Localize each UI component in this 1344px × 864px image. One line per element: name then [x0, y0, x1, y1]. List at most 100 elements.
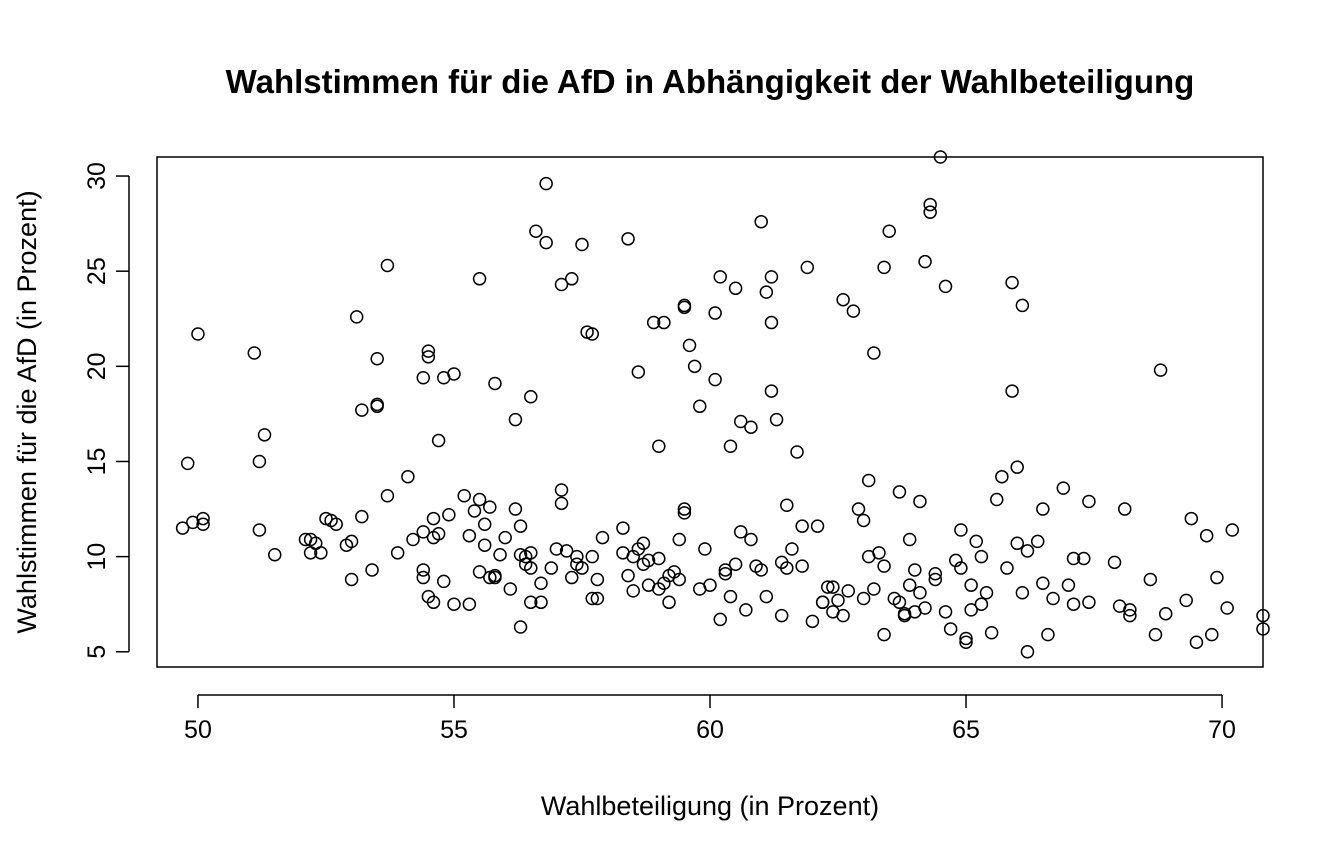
data-point [462, 528, 477, 543]
data-point [1015, 586, 1030, 600]
data-point [1158, 606, 1173, 621]
data-point [728, 281, 743, 296]
y-tick-label: 30 [83, 162, 111, 190]
data-point [800, 260, 815, 275]
data-point [314, 546, 328, 560]
x-tick-label: 70 [1208, 716, 1236, 744]
data-point [995, 469, 1009, 484]
data-point [416, 570, 431, 585]
data-point [1123, 608, 1137, 623]
data-point [585, 591, 599, 606]
data-point [754, 563, 768, 577]
data-point [344, 572, 359, 587]
data-point [662, 595, 676, 610]
data-point [954, 523, 968, 537]
data-point [713, 612, 727, 627]
data-point [472, 565, 487, 579]
data-point [733, 525, 748, 539]
data-point [744, 532, 758, 547]
data-point [677, 506, 692, 520]
data-point [554, 483, 569, 497]
data-point [1118, 502, 1132, 516]
data-point [590, 591, 605, 606]
data-point [677, 502, 692, 516]
data-point [529, 224, 543, 238]
data-point [928, 567, 943, 581]
data-point [759, 589, 774, 604]
data-point [539, 235, 553, 250]
data-point [810, 519, 825, 533]
data-point [257, 428, 272, 442]
data-point [1082, 494, 1096, 509]
data-point [954, 561, 968, 575]
data-point [923, 197, 937, 212]
data-point [436, 574, 451, 589]
data-point [554, 496, 569, 511]
data-point [590, 572, 605, 587]
y-tick-label: 20 [83, 352, 111, 380]
data-point [979, 586, 994, 600]
data-point [565, 272, 579, 286]
data-point [349, 310, 364, 324]
data-point [831, 593, 845, 608]
data-point [252, 454, 267, 469]
data-point [877, 559, 891, 573]
data-point [641, 553, 656, 568]
data-point [805, 614, 820, 629]
data-point [938, 279, 953, 294]
data-point [268, 547, 282, 562]
data-point [908, 563, 922, 577]
data-point [790, 445, 804, 459]
data-point [672, 532, 687, 547]
data-point [621, 232, 635, 246]
data-point [559, 544, 574, 558]
data-point [534, 576, 548, 591]
y-tick-label: 25 [83, 257, 111, 285]
data-point [477, 517, 492, 532]
data-point [933, 150, 948, 164]
data-point [493, 547, 507, 562]
data-point [370, 399, 384, 414]
x-axis: 50 55 60 65 70 [184, 694, 1236, 744]
data-point [938, 605, 953, 619]
data-point [713, 270, 727, 284]
data-point [821, 580, 835, 594]
data-point [969, 534, 984, 549]
data-point [769, 412, 784, 427]
data-point [1153, 363, 1168, 377]
data-point [406, 532, 420, 547]
data-point [764, 270, 779, 284]
data-point [959, 635, 973, 650]
data-point [1256, 608, 1270, 623]
data-point [877, 260, 891, 275]
data-points [175, 150, 1270, 659]
data-point [780, 498, 794, 512]
data-point [1036, 576, 1050, 591]
data-point [672, 572, 687, 587]
data-point [344, 534, 359, 549]
data-point [826, 580, 840, 594]
data-point [421, 350, 436, 364]
y-tick-label: 10 [83, 543, 111, 571]
data-point [416, 563, 431, 577]
data-point [355, 403, 369, 417]
data-point [554, 277, 569, 292]
data-point [1020, 645, 1035, 659]
data-point [708, 372, 722, 387]
data-point [191, 327, 205, 341]
data-point [1036, 502, 1050, 516]
data-point [693, 399, 707, 414]
data-point [943, 622, 958, 636]
data-point [585, 549, 599, 564]
data-point [677, 300, 692, 315]
data-point [1066, 597, 1081, 611]
data-point [774, 608, 789, 623]
data-point [636, 536, 651, 551]
data-point [549, 542, 564, 556]
data-point [534, 595, 548, 610]
data-point [329, 517, 343, 532]
data-point [1107, 555, 1122, 570]
data-point [380, 258, 395, 273]
data-point [631, 365, 646, 379]
